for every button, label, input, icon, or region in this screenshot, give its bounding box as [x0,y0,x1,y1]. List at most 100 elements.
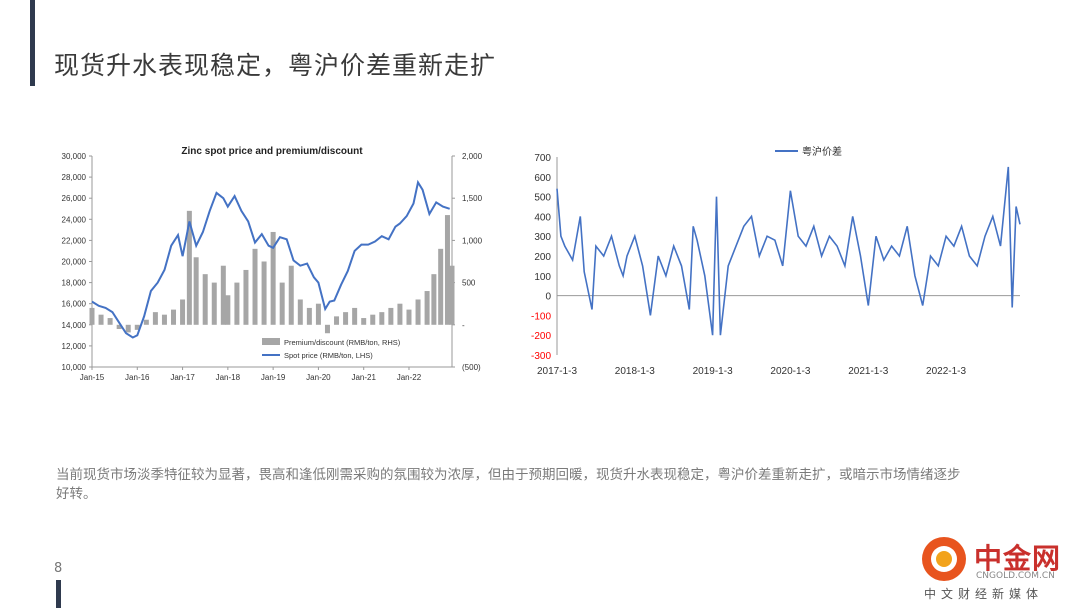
chart1-premium-bar [107,318,113,325]
chart1-premium-bar [388,307,394,325]
chart1-legend-bar-swatch [262,338,280,345]
chart2-y-tick-label: 700 [534,153,551,164]
chart2-y-tick-label: 200 [534,252,551,263]
chart2-legend-label: 粤沪价差 [802,145,842,158]
chart2-y-tick-label: 600 [534,173,551,184]
chart1-left-tick-label: 30,000 [62,152,87,161]
chart1-premium-bar [438,248,444,325]
chart1-x-tick-label: Jan-22 [397,373,422,382]
chart1-x-tick-label: Jan-15 [80,373,105,382]
chart2-x-tick-label: 2020-1-3 [770,366,810,377]
chart1-right-tick-label: 500 [462,279,476,288]
chart2-x-tick-label: 2021-1-3 [848,366,888,377]
chart2-y-tick-label: 100 [534,272,551,283]
chart1-left-tick-label: 16,000 [62,300,87,309]
chart1-premium-bar [361,318,367,325]
chart1-left-tick-label: 12,000 [62,342,87,351]
chart1-x-tick-label: Jan-20 [306,373,331,382]
chart1-x-tick-label: Jan-21 [351,373,376,382]
chart2-y-tick-label: 500 [534,193,551,204]
chart1-premium-bar [98,314,104,325]
chart2-y-tick-label: 300 [534,232,551,243]
chart1-premium-bar [125,324,131,333]
chart1-left-tick-label: 10,000 [62,363,87,372]
chart1-premium-bar [143,319,149,325]
slide-title: 现货升水表现稳定，粤沪价差重新走扩 [54,51,497,80]
chart1-right-tick-label: - [462,321,465,330]
chart2-y-tick-label: 400 [534,212,551,223]
chart1-legend-line-label: Spot price (RMB/ton, LHS) [284,351,373,360]
logo-tagline: 中文财经新媒体 [924,587,1044,601]
chart1-premium-bar [415,299,421,325]
chart1-premium-bar [220,265,226,325]
chart2-y-tick-label: 0 [545,292,551,303]
chart1-premium-bar [180,299,186,325]
chart1-premium-bar [406,309,412,325]
chart1-legend-bar-label: Premium/discount (RMB/ton, RHS) [284,338,401,347]
yue-hu-spread-chart: 700 600 500 400 300 200 100 0 -100 -200 -300 2017-1… [531,145,1021,377]
chart1-premium-bar [161,314,167,325]
chart1-premium-bar [324,324,330,334]
chart1-right-tick-label: 1,000 [462,236,483,245]
chart2-y-tick-label: -200 [531,331,551,342]
zinc-spot-premium-chart: Zinc spot price and premium/discount 30,0… [62,146,483,382]
footer-accent-bar [56,580,61,608]
chart1-x-tick-label: Jan-17 [170,373,195,382]
chart1-premium-bar [152,312,158,325]
chart1-spot-price-line [91,179,451,339]
chart1-premium-bar [243,269,249,325]
chart1-premium-bar [334,316,340,325]
chart1-premium-bar [315,303,321,325]
chart1-x-tick-label: Jan-16 [125,373,150,382]
title-accent-bar [30,0,35,86]
logo-name: 中金网 [974,542,1062,575]
chart1-premium-bar [288,265,294,325]
chart1-premium-bar [397,303,403,325]
chart2-x-tick-label: 2022-1-3 [926,366,966,377]
chart1-left-tick-label: 22,000 [62,236,87,245]
chart2-y-tick-label: -100 [531,311,551,322]
chart1-premium-bar [270,231,276,325]
chart1-left-tick-label: 18,000 [62,279,87,288]
chart1-left-tick-label: 26,000 [62,194,87,203]
chart2-x-tick-label: 2019-1-3 [693,366,733,377]
chart1-title: Zinc spot price and premium/discount [181,146,363,157]
chart1-premium-bar [202,274,208,325]
chart1-premium-bar [186,210,192,325]
chart1-right-tick-label: 2,000 [462,152,483,161]
chart2-y-tick-label: -300 [531,351,551,362]
chart1-premium-bar [431,274,437,325]
chart1-premium-bar [352,307,358,325]
chart1-left-tick-label: 14,000 [62,321,87,330]
chart1-premium-bar [116,324,122,330]
chart1-premium-bar [234,282,240,325]
logo-url: CNGOLD.COM.CN [976,571,1055,581]
chart1-right-tick-label: (500) [462,363,481,372]
chart1-premium-bar [134,324,140,330]
chart1-premium-bar [211,282,217,325]
slide-description: 当前现货市场淡季特征较为显著，畏高和逢低刚需采购的氛围较为浓厚，但由于预期回暖，… [56,467,961,502]
chart1-premium-bar [297,299,303,325]
chart2-x-tick-label: 2018-1-3 [615,366,655,377]
chart1-premium-bar [225,295,231,325]
page-number: 8 [54,561,63,576]
chart1-premium-bar [306,307,312,325]
chart1-left-tick-label: 28,000 [62,173,87,182]
chart1-premium-bar [171,309,177,325]
cngold-logo: 中金网 CNGOLD.COM.CN 中文财经新媒体 [916,537,1066,603]
chart1-premium-bar [252,248,258,325]
chart1-premium-bar [370,314,376,325]
chart1-premium-bar [424,291,430,325]
chart1-x-tick-label: Jan-19 [261,373,286,382]
chart1-premium-bar [444,215,450,325]
chart2-spread-line [556,166,1021,336]
chart1-premium-bar [279,282,285,325]
chart1-premium-bar [379,312,385,325]
chart1-x-tick-label: Jan-18 [216,373,241,382]
chart1-right-tick-label: 1,500 [462,194,483,203]
chart1-left-tick-label: 20,000 [62,258,87,267]
chart1-premium-bar [343,312,349,325]
chart1-premium-bar [89,307,95,325]
chart1-premium-bar [193,257,199,325]
chart2-x-tick-label: 2017-1-3 [537,366,577,377]
